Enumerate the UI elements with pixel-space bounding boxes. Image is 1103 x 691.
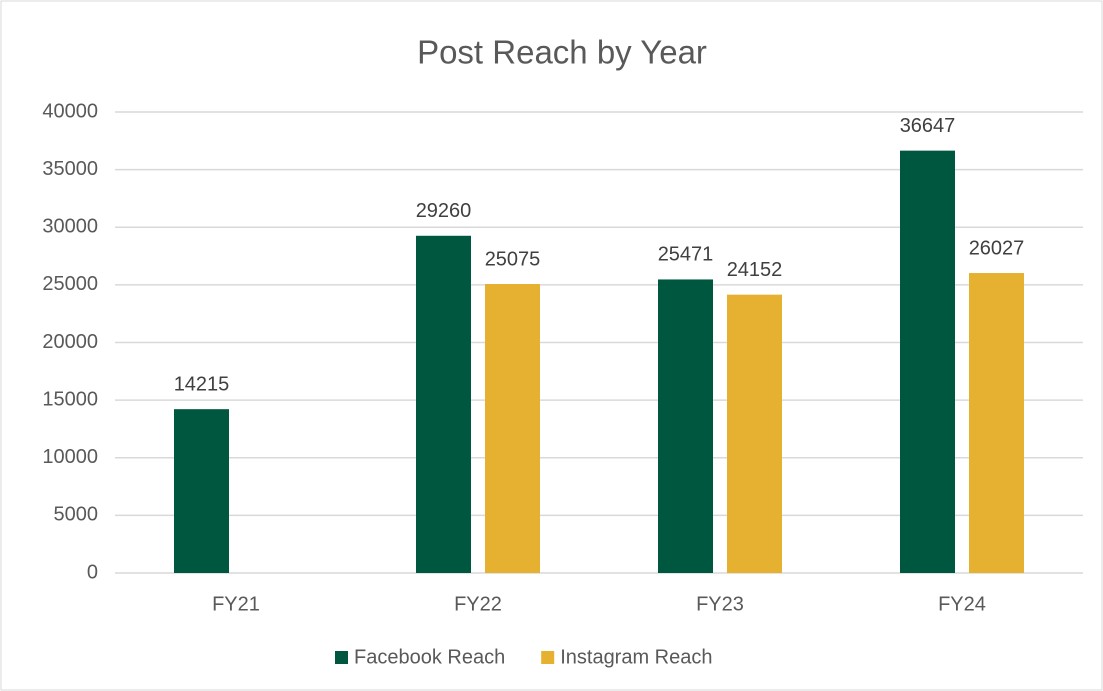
bar: [900, 150, 955, 574]
y-tick-label: 0: [87, 561, 98, 583]
data-label: 25471: [658, 244, 714, 266]
data-label: 14215: [174, 373, 230, 395]
x-tick-label: FY21: [212, 593, 260, 615]
y-tick-label: 15000: [42, 388, 98, 410]
bar: [658, 279, 713, 573]
y-tick-label: 35000: [42, 158, 98, 180]
y-tick-label: 40000: [42, 100, 98, 122]
y-tick-label: 10000: [42, 446, 98, 468]
y-tick-label: 5000: [54, 504, 99, 526]
y-tick-label: 30000: [42, 216, 98, 238]
bar: [174, 409, 229, 573]
x-tick-label: FY23: [696, 593, 744, 615]
legend-swatch: [541, 651, 555, 664]
bar: [416, 235, 471, 573]
data-label: 36647: [900, 115, 956, 137]
data-label: 24152: [727, 259, 783, 281]
y-tick-label: 20000: [42, 331, 98, 353]
legend-swatch: [335, 651, 348, 664]
x-tick-label: FY22: [454, 593, 502, 615]
data-label: 26027: [969, 237, 1025, 259]
legend-label: Instagram Reach: [560, 646, 712, 668]
bar: [969, 273, 1024, 573]
chart-title: Post Reach by Year: [417, 34, 707, 71]
bar: [727, 294, 782, 573]
y-tick-label: 25000: [42, 273, 98, 295]
bar: [485, 284, 540, 573]
x-tick-label: FY24: [938, 593, 986, 615]
data-label: 25075: [485, 248, 541, 270]
legend-label: Facebook Reach: [354, 646, 505, 668]
data-label: 29260: [416, 200, 472, 222]
